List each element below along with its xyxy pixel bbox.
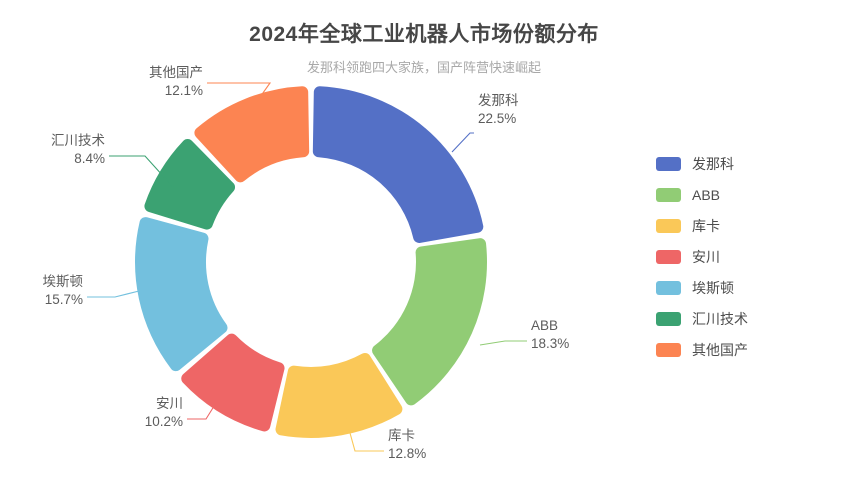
leader-line-ABB <box>479 340 527 346</box>
slice-label-name-ABB: ABB <box>531 318 558 333</box>
slice-label-value-埃斯顿: 15.7% <box>45 292 83 307</box>
donut-slice-ABB[interactable] <box>372 238 487 406</box>
slice-leader-lines <box>87 82 527 452</box>
legend-item-label: ABB <box>692 186 721 203</box>
legend-swatch-icon <box>656 249 681 264</box>
legend-item-埃斯顿[interactable]: 埃斯顿 <box>656 272 836 303</box>
legend-item-label: 发那科 <box>692 155 734 172</box>
chart-title: 2024年全球工业机器人市场份额分布 <box>249 23 599 46</box>
donut-slice-其他国产[interactable] <box>194 86 310 183</box>
leader-line-汇川技术 <box>109 155 174 188</box>
legend-item-安川[interactable]: 安川 <box>656 241 836 272</box>
legend-item-汇川技术[interactable]: 汇川技术 <box>656 303 836 334</box>
legend-item-label: 其他国产 <box>692 341 748 358</box>
slice-label-name-埃斯顿: 埃斯顿 <box>43 274 84 289</box>
donut-slice-埃斯顿[interactable] <box>135 217 228 372</box>
leader-line-发那科 <box>451 132 474 153</box>
legend-swatch-icon <box>656 218 681 233</box>
slice-label-name-发那科: 发那科 <box>478 93 519 108</box>
donut-slice-汇川技术[interactable] <box>144 139 236 230</box>
legend-item-ABB[interactable]: ABB <box>656 179 836 210</box>
slice-label-name-其他国产: 其他国产 <box>149 65 203 80</box>
slice-label-value-ABB: 18.3% <box>531 336 569 351</box>
leader-line-埃斯顿 <box>87 290 140 298</box>
slice-label-name-汇川技术: 汇川技术 <box>51 133 105 148</box>
slice-label-name-库卡: 库卡 <box>388 428 415 443</box>
slice-label-value-汇川技术: 8.4% <box>74 151 105 166</box>
slice-label-value-其他国产: 12.1% <box>165 83 203 98</box>
legend-item-其他国产[interactable]: 其他国产 <box>656 334 836 365</box>
leader-line-库卡 <box>344 414 384 452</box>
legend-swatch-icon <box>656 342 681 357</box>
legend-item-库卡[interactable]: 库卡 <box>656 210 836 241</box>
legend-swatch-icon <box>656 280 681 295</box>
legend-swatch-icon <box>656 187 681 202</box>
donut-slice-安川[interactable] <box>181 333 285 432</box>
legend-item-发那科[interactable]: 发那科 <box>656 148 836 179</box>
legend-swatch-icon <box>656 311 681 326</box>
legend-item-label: 库卡 <box>692 217 720 234</box>
leader-line-其他国产 <box>207 82 272 108</box>
legend-item-label: 安川 <box>692 248 720 265</box>
slice-label-value-发那科: 22.5% <box>478 111 516 126</box>
leader-line-安川 <box>187 394 222 420</box>
chart-legend: 发那科 ABB 库卡安川埃斯顿汇川技术其他国产 <box>656 148 836 365</box>
slice-label-name-安川: 安川 <box>156 396 183 411</box>
legend-swatch-icon <box>656 156 681 171</box>
slice-label-value-安川: 10.2% <box>145 414 183 429</box>
donut-slice-发那科[interactable] <box>312 86 484 243</box>
slice-label-value-库卡: 12.8% <box>388 446 426 461</box>
donut-slices <box>135 86 487 438</box>
legend-item-label: 埃斯顿 <box>692 279 734 296</box>
legend-item-label: 汇川技术 <box>692 310 748 327</box>
chart-subtitle: 发那科领跑四大家族，国产阵营快速崛起 <box>306 60 541 75</box>
donut-slice-库卡[interactable] <box>275 353 403 438</box>
slice-labels: 发那科 22.5% ABB 18.3% 库卡 12.8% 安川 10.2% 埃斯顿 15.7% 汇川… <box>43 65 570 461</box>
